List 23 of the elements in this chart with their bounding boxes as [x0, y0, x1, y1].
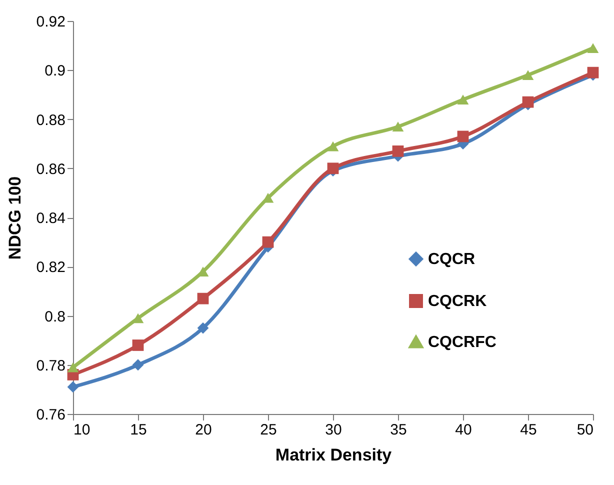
y-axis-title: NDCG 100 [5, 176, 24, 260]
y-tick-label: 0.8 [44, 308, 66, 326]
x-tick-label: 30 [325, 422, 342, 438]
legend-label: CQCRK [428, 293, 488, 310]
x-tick-label: 35 [390, 422, 407, 438]
x-tick-label: 15 [130, 422, 147, 438]
y-tick-label: 0.82 [36, 259, 66, 276]
x-tick-label: 10 [74, 422, 90, 438]
y-tick-label: 0.88 [36, 112, 66, 129]
y-tick-label: 0.86 [36, 160, 66, 178]
y-tick-label: 0.84 [36, 210, 66, 227]
x-tick-label: 25 [260, 422, 277, 438]
legend-label: CQCRFC [428, 334, 497, 351]
legend-label: CQCR [428, 251, 476, 268]
y-tick-label: 0.92 [36, 14, 66, 30]
x-tick-label: 45 [520, 422, 537, 438]
x-tick-label: 50 [576, 422, 594, 438]
x-axis-title: Matrix Density [275, 446, 392, 464]
x-tick-label: 40 [455, 422, 472, 438]
y-tick-label: 0.76 [36, 406, 66, 424]
y-tick-label: 0.78 [36, 357, 66, 374]
x-tick-label: 20 [195, 422, 212, 438]
y-tick-label: 0.9 [44, 62, 66, 80]
